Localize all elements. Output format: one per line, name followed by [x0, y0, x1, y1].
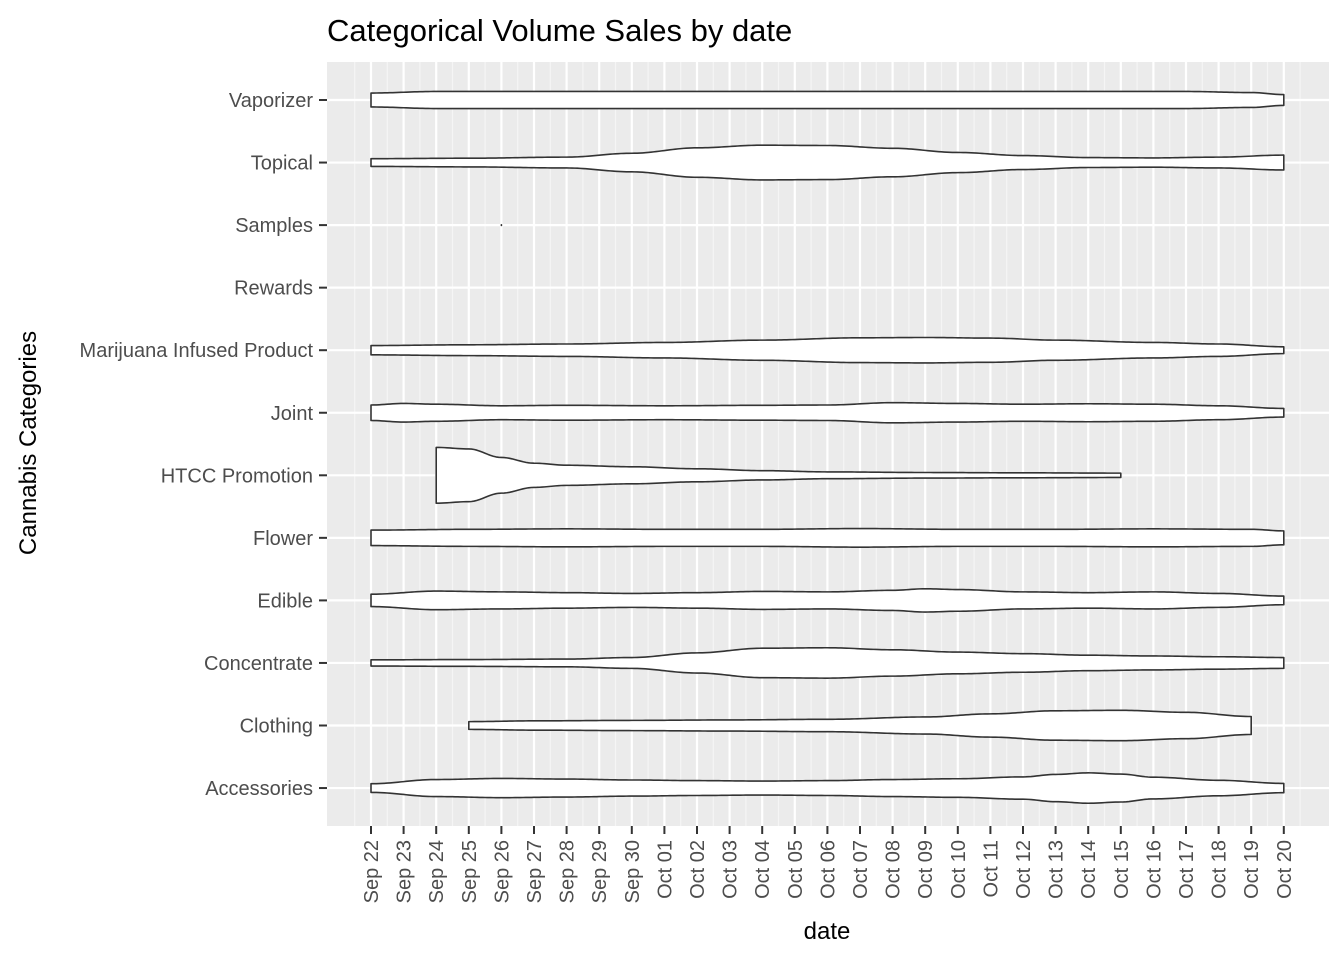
- x-tick-label: Oct 15: [1111, 840, 1133, 899]
- x-tick-label: Oct 01: [654, 840, 676, 899]
- x-tick-label: Oct 02: [687, 840, 709, 899]
- x-tick-label: Sep 22: [361, 840, 383, 903]
- x-tick-label: Oct 08: [883, 840, 905, 899]
- x-tick-label: Oct 18: [1209, 840, 1231, 899]
- violin-topical: [370, 144, 1285, 181]
- x-tick-label: Oct 19: [1241, 840, 1263, 899]
- y-tick-label: Flower: [253, 528, 313, 550]
- x-tick-label: Oct 16: [1143, 840, 1165, 899]
- y-tick-label: Vaporizer: [229, 90, 313, 112]
- y-axis: Accessories Clothing Concentrate Edible Flow…: [80, 90, 327, 800]
- x-tick-label: Oct 06: [817, 840, 839, 899]
- y-tick-label: Topical: [251, 153, 313, 175]
- violin-marijuana-infused-product: [370, 336, 1285, 364]
- y-tick-label: Samples: [235, 215, 313, 237]
- y-tick-label: Clothing: [240, 716, 313, 738]
- x-axis-title: date: [804, 918, 851, 945]
- x-tick-label: Oct 10: [948, 840, 970, 899]
- violins: [370, 90, 1285, 805]
- y-tick-label: Accessories: [205, 778, 313, 800]
- x-tick-label: Oct 09: [915, 840, 937, 899]
- grid-lines: [327, 62, 1329, 826]
- x-tick-label: Sep 25: [459, 840, 481, 903]
- x-axis: Sep 22 Sep 23 Sep 24 Sep 25 Sep 26 Sep 27 Sep …: [361, 826, 1296, 903]
- violin-clothing: [468, 709, 1252, 742]
- x-tick-label: Sep 23: [394, 840, 416, 903]
- x-tick-label: Oct 11: [980, 840, 1002, 897]
- x-tick-label: Oct 12: [1013, 840, 1035, 899]
- violin-concentrate: [370, 646, 1285, 679]
- y-axis-title: Cannabis Categories: [15, 331, 42, 555]
- x-tick-label: Sep 30: [622, 840, 644, 903]
- x-tick-label: Sep 24: [426, 840, 448, 903]
- y-tick-label: Edible: [257, 590, 313, 612]
- x-tick-label: Oct 04: [752, 840, 774, 899]
- y-tick-label: HTCC Promotion: [161, 465, 313, 487]
- x-tick-label: Sep 26: [491, 840, 513, 903]
- violin-htcc-promotion: [435, 446, 1122, 504]
- x-tick-label: Oct 20: [1274, 840, 1296, 899]
- x-tick-label: Sep 28: [557, 840, 579, 903]
- violin-edible: [370, 587, 1285, 613]
- x-tick-label: Sep 27: [524, 840, 546, 903]
- y-tick-label: Concentrate: [204, 653, 313, 675]
- y-tick-label: Rewards: [234, 278, 313, 300]
- x-tick-label: Oct 07: [850, 840, 872, 899]
- x-tick-label: Oct 17: [1176, 840, 1198, 899]
- x-tick-label: Oct 03: [720, 840, 742, 899]
- violin-flower: [370, 527, 1285, 548]
- y-tick-label: Joint: [271, 403, 314, 425]
- chart-title: Categorical Volume Sales by date: [327, 13, 792, 48]
- violin-accessories: [370, 772, 1285, 805]
- x-tick-label: Oct 14: [1078, 840, 1100, 899]
- x-tick-label: Oct 05: [785, 840, 807, 899]
- violin-joint: [370, 401, 1285, 424]
- y-tick-label: Marijuana Infused Product: [80, 340, 314, 362]
- violin-vaporizer: [370, 90, 1285, 110]
- x-tick-label: Oct 13: [1046, 840, 1068, 899]
- x-tick-label: Sep 29: [589, 840, 611, 903]
